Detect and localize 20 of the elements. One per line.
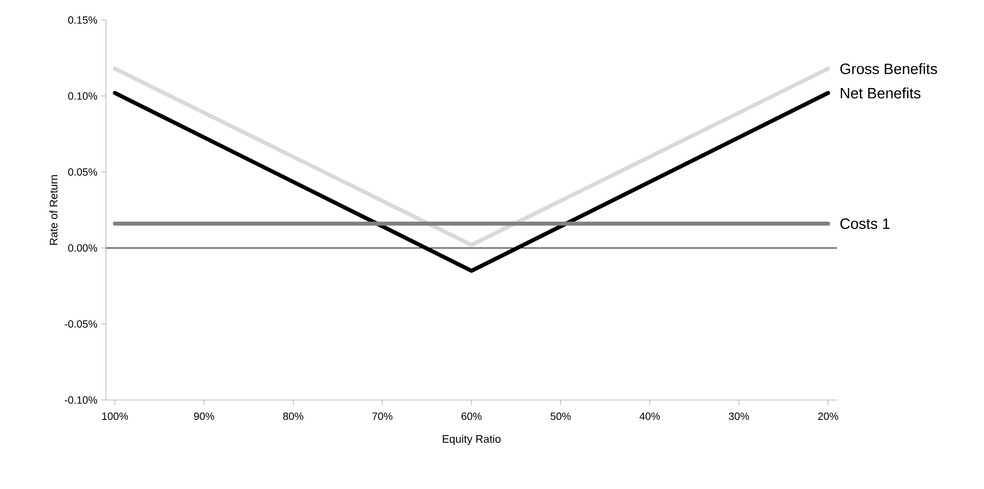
y-tick-label: 0.10% xyxy=(68,92,98,100)
x-tick-label: 90% xyxy=(194,412,214,420)
y-tick-label: -0.10% xyxy=(64,396,98,404)
x-tick-label: 80% xyxy=(283,412,304,420)
y-tick-label: -0.05% xyxy=(64,320,98,328)
x-tick-label: 20% xyxy=(818,412,838,420)
y-tick-label: 0.05% xyxy=(68,168,98,176)
x-tick-label: 60% xyxy=(462,412,482,420)
series-label: Gross Benefits xyxy=(840,63,938,74)
x-tick-label: 70% xyxy=(372,412,392,420)
y-tick-label: 0.15% xyxy=(68,16,98,24)
y-tick-label: 0.00% xyxy=(68,244,98,252)
x-tick-label: 40% xyxy=(640,412,660,420)
y-axis-title: Rate of Return xyxy=(49,175,58,245)
x-tick-label: 100% xyxy=(102,412,128,420)
series-label: Net Benefits xyxy=(840,87,920,98)
x-tick-label: 50% xyxy=(550,412,571,420)
series-label: Costs 1 xyxy=(840,218,890,229)
x-axis-title: Equity Ratio xyxy=(442,434,501,445)
x-tick-label: 30% xyxy=(728,412,750,420)
